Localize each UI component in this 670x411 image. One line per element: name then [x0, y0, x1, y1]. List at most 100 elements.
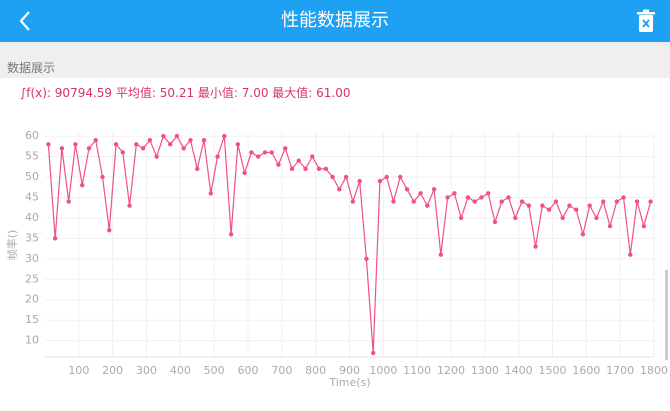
data-point [479, 195, 484, 200]
data-point [458, 215, 464, 221]
data-point [364, 256, 369, 262]
data-point [147, 137, 153, 143]
y-tick-label: 55 [25, 150, 39, 163]
data-point [492, 219, 498, 225]
data-point [140, 146, 146, 151]
data-point [398, 174, 403, 180]
data-point [269, 150, 274, 155]
data-point [350, 199, 356, 204]
data-point [107, 227, 112, 233]
data-point [404, 187, 410, 192]
data-point [499, 199, 504, 204]
x-tick-label: 1600 [572, 364, 600, 377]
x-tick-label: 1500 [539, 364, 567, 377]
data-point [235, 142, 241, 147]
data-point [80, 182, 85, 188]
x-tick-label: 700 [271, 364, 292, 377]
data-point [195, 166, 200, 172]
data-point [303, 166, 308, 172]
data-point [255, 154, 261, 159]
summary: ∫f(x): 90794.59 平均值: 50.21 最小值: 7.00 最大值… [20, 86, 351, 100]
data-point [316, 166, 322, 172]
x-tick-label: 300 [136, 364, 157, 377]
data-point [66, 199, 71, 204]
data-point [370, 350, 376, 356]
data-point [391, 199, 396, 204]
data-point [533, 244, 538, 249]
data-point [228, 232, 234, 237]
y-tick-label: 45 [25, 190, 39, 203]
data-point [540, 203, 545, 208]
data-point [377, 178, 383, 184]
data-point [134, 142, 139, 147]
y-tick-label: 25 [25, 272, 39, 285]
data-point [167, 142, 173, 147]
y-tick-label: 60 [25, 129, 39, 142]
section-strip: 数据展示 [0, 42, 670, 78]
data-point [242, 170, 247, 176]
chart: 帧率() Time(s) 10 15 20 25 30 35 40 45 50 55 60 100 20… [5, 129, 668, 389]
data-point [431, 187, 437, 192]
data-point [411, 199, 416, 204]
data-point [330, 174, 335, 180]
x-tick-label: 600 [238, 364, 259, 377]
data-point [113, 142, 119, 147]
data-point [438, 252, 444, 257]
x-tick-label: 1200 [437, 364, 465, 377]
data-point [384, 174, 389, 180]
data-point [296, 158, 301, 163]
data-point [46, 142, 51, 147]
data-point [323, 166, 329, 172]
data-point [519, 199, 525, 204]
x-tick-label: 200 [102, 364, 123, 377]
data-point [93, 137, 98, 143]
x-tick-label: 500 [204, 364, 225, 377]
data-point [127, 203, 132, 208]
section-label: 数据展示 [7, 61, 56, 75]
x-axis-label: Time(s) [328, 376, 370, 389]
x-tick-label: 1100 [403, 364, 431, 377]
y-tick-label: 50 [25, 170, 39, 183]
y-tick-label: 20 [25, 293, 39, 306]
y-tick-label: 15 [25, 313, 39, 326]
x-tick-label: 100 [68, 364, 89, 377]
data-point [621, 195, 626, 200]
data-point [594, 215, 599, 221]
data-point [425, 203, 430, 208]
data-point [276, 162, 281, 167]
data-point [465, 195, 471, 200]
x-tick-label: 1000 [369, 364, 397, 377]
y-tick-label: 35 [25, 231, 39, 244]
y-axis-label: 帧率() [5, 230, 19, 261]
data-point [201, 137, 207, 143]
data-point [486, 191, 491, 196]
data-point [506, 195, 511, 200]
data-point [580, 232, 586, 237]
data-point [249, 150, 254, 155]
data-point [641, 223, 647, 229]
y-tick-label: 30 [25, 252, 39, 265]
data-point [472, 199, 477, 204]
x-tick-label: 1800 [640, 364, 668, 377]
data-point [573, 207, 579, 212]
data-point [418, 191, 423, 196]
delete-button[interactable] [636, 9, 656, 33]
data-point [289, 166, 295, 172]
data-point [161, 133, 166, 139]
app-bar: 性能数据展示 [0, 0, 670, 42]
data-point [174, 133, 180, 139]
data-point [553, 199, 559, 204]
data-point [222, 133, 227, 139]
y-tick-label: 10 [25, 334, 39, 347]
data-point [343, 174, 349, 180]
data-point [648, 199, 653, 204]
data-point [628, 252, 633, 257]
data-point [634, 199, 640, 204]
data-point [567, 203, 572, 208]
data-point [73, 142, 78, 147]
back-button[interactable] [16, 9, 36, 33]
data-point [283, 146, 288, 151]
data-point [587, 203, 592, 208]
y-tick-label: 40 [25, 211, 39, 224]
data-point [86, 146, 92, 151]
